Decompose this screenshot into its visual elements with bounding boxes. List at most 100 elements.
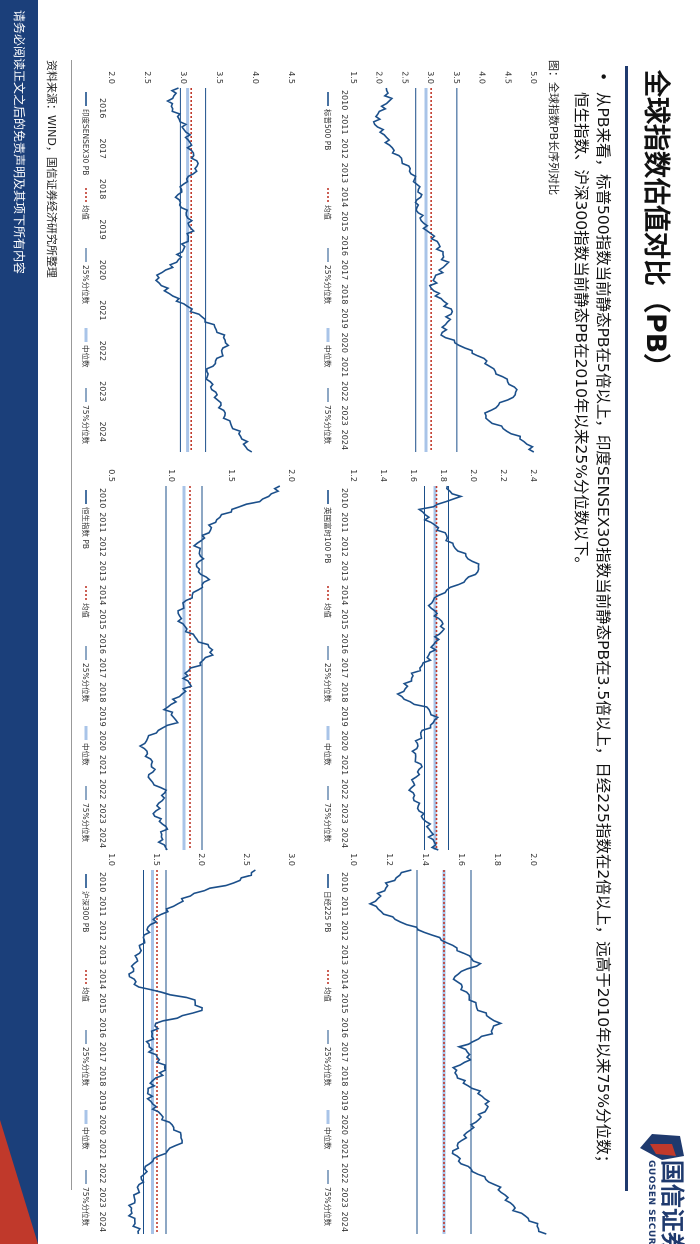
legend-label: 中位数 xyxy=(323,743,333,766)
y-tick-label: 2.5 xyxy=(242,853,251,866)
y-tick-label: 1.4 xyxy=(379,469,388,482)
x-tick-label: 2021 xyxy=(340,357,349,377)
x-tick-label: 2012 xyxy=(340,536,349,556)
y-tick-label: 4.5 xyxy=(287,71,296,84)
legend-label: 25%分位数 xyxy=(323,265,333,305)
bullet-dot-icon: • xyxy=(594,72,612,82)
x-tick-label: 2013 xyxy=(340,163,349,183)
x-tick-label: 2020 xyxy=(340,333,349,353)
y-tick-label: 2.0 xyxy=(375,71,384,84)
y-tick-label: 3.0 xyxy=(287,853,296,866)
x-tick-label: 2024 xyxy=(98,422,107,442)
y-tick-label: 3.5 xyxy=(452,71,461,84)
x-tick-label: 2019 xyxy=(340,706,349,726)
footer-accent-icon xyxy=(0,1120,38,1244)
legend-label: 中位数 xyxy=(81,743,91,766)
x-tick-label: 2024 xyxy=(340,828,349,848)
legend-label: 75%分位数 xyxy=(81,1187,91,1227)
legend-label: 中位数 xyxy=(81,345,91,368)
y-tick-label: 1.4 xyxy=(421,853,430,866)
x-tick-label: 2010 xyxy=(340,90,349,110)
x-tick-label: 2014 xyxy=(340,187,349,207)
y-tick-label: 1.6 xyxy=(457,853,466,866)
y-tick-label: 1.5 xyxy=(227,469,236,482)
x-tick-label: 2022 xyxy=(98,341,107,361)
x-tick-label: 2018 xyxy=(98,1066,107,1086)
legend-label: 75%分位数 xyxy=(81,405,91,445)
x-tick-label: 2019 xyxy=(98,219,107,239)
legend-label: 均值 xyxy=(81,603,91,618)
chart-nikkei225: 1.0 1.2 1.4 1.6 1.8 2.0 2010 2011 2012 2013 2014 20… xyxy=(312,842,547,1242)
y-tick-label: 1.5 xyxy=(349,71,358,84)
x-tick-label: 2023 xyxy=(340,405,349,425)
legend-label: 75%分位数 xyxy=(81,803,91,843)
legend-label: 25%分位数 xyxy=(81,265,91,305)
x-tick-label: 2016 xyxy=(98,1018,107,1038)
series-line xyxy=(368,869,547,1235)
y-tick-label: 4.5 xyxy=(503,71,512,84)
legend-label: 25%分位数 xyxy=(81,1047,91,1087)
series-line xyxy=(154,87,253,453)
x-tick-label: 2019 xyxy=(340,1090,349,1110)
y-tick-label: 2.0 xyxy=(107,71,116,84)
x-tick-label: 2024 xyxy=(340,1212,349,1232)
chart-plot: 2.0 2.5 3.0 3.5 4.0 4.5 2016 2017 2018 2019 2020 20… xyxy=(81,71,296,453)
legend-label: 均值 xyxy=(81,987,91,1002)
legend-label: 沪深300 PB xyxy=(81,891,91,932)
x-tick-label: 2013 xyxy=(98,945,107,965)
chart-sensex30: 2.0 2.5 3.0 3.5 4.0 4.5 2016 2017 2018 2019 2020 20… xyxy=(70,60,300,460)
x-tick-label: 2013 xyxy=(340,945,349,965)
x-tick-label: 2016 xyxy=(340,1018,349,1038)
chart-ftse100: 1.2 1.4 1.6 1.8 2.0 2.2 2.4 2010 2011 2012 2013 201… xyxy=(312,458,542,858)
x-tick-label: 2021 xyxy=(98,1139,107,1159)
x-tick-label: 2011 xyxy=(340,512,349,532)
x-tick-label: 2023 xyxy=(340,1187,349,1207)
x-tick-label: 2016 xyxy=(340,634,349,654)
y-tick-label: 2.5 xyxy=(143,71,152,84)
legend-label: 中位数 xyxy=(323,1127,333,1150)
legend-label: 25%分位数 xyxy=(323,663,333,703)
chart-plot: 1.0 1.2 1.4 1.6 1.8 2.0 2010 2011 2012 2013 2014 20… xyxy=(323,853,547,1235)
legend-label: 中位数 xyxy=(81,1127,91,1150)
legend-label: 均值 xyxy=(323,987,333,1002)
series-line xyxy=(127,869,256,1235)
x-tick-label: 2015 xyxy=(98,993,107,1013)
x-tick-label: 2016 xyxy=(98,634,107,654)
x-tick-label: 2012 xyxy=(340,920,349,940)
x-tick-label: 2017 xyxy=(340,260,349,280)
y-tick-label: 1.5 xyxy=(152,853,161,866)
x-tick-label: 2022 xyxy=(340,1163,349,1183)
x-tick-label: 2023 xyxy=(98,1187,107,1207)
legend-label: 75%分位数 xyxy=(323,405,333,445)
x-tick-label: 2022 xyxy=(340,381,349,401)
brand-logo-icon xyxy=(640,1134,684,1160)
source-divider xyxy=(71,60,72,1190)
legend-label: 75%分位数 xyxy=(323,1187,333,1227)
chart-plot: 0.5 1.0 1.5 2.0 2010 2011 2012 2013 2014 2015 2016… xyxy=(81,469,296,851)
series-line xyxy=(395,485,480,851)
y-tick-label: 3.0 xyxy=(179,71,188,84)
legend-label: 恒生指数 PB xyxy=(81,507,91,549)
brand-name-en: GUOSEN SECURITIES xyxy=(646,1160,656,1244)
y-tick-label: 1.6 xyxy=(409,469,418,482)
y-tick-label: 1.0 xyxy=(349,853,358,866)
figure-label: 图：全球指数PB长序列对比 xyxy=(547,60,560,196)
legend-label: 标普500 PB xyxy=(323,109,333,150)
x-tick-label: 2022 xyxy=(98,1163,107,1183)
x-tick-label: 2018 xyxy=(98,179,107,199)
y-tick-label: 1.0 xyxy=(167,469,176,482)
y-tick-label: 2.5 xyxy=(400,71,409,84)
x-tick-label: 2010 xyxy=(340,872,349,892)
x-tick-label: 2019 xyxy=(98,706,107,726)
legend-label: 均值 xyxy=(323,205,333,220)
y-tick-label: 2.2 xyxy=(499,469,508,482)
x-tick-label: 2022 xyxy=(98,779,107,799)
x-tick-label: 2021 xyxy=(98,755,107,775)
chart-plot: 1.5 2.0 2.5 3.0 3.5 4.0 4.5 5.0 2010 2011 2012 2013… xyxy=(323,71,538,453)
legend-label: 中位数 xyxy=(323,345,333,368)
y-tick-label: 4.0 xyxy=(478,71,487,84)
series-line xyxy=(138,485,281,851)
x-tick-label: 2021 xyxy=(340,755,349,775)
x-tick-label: 2020 xyxy=(98,1115,107,1135)
